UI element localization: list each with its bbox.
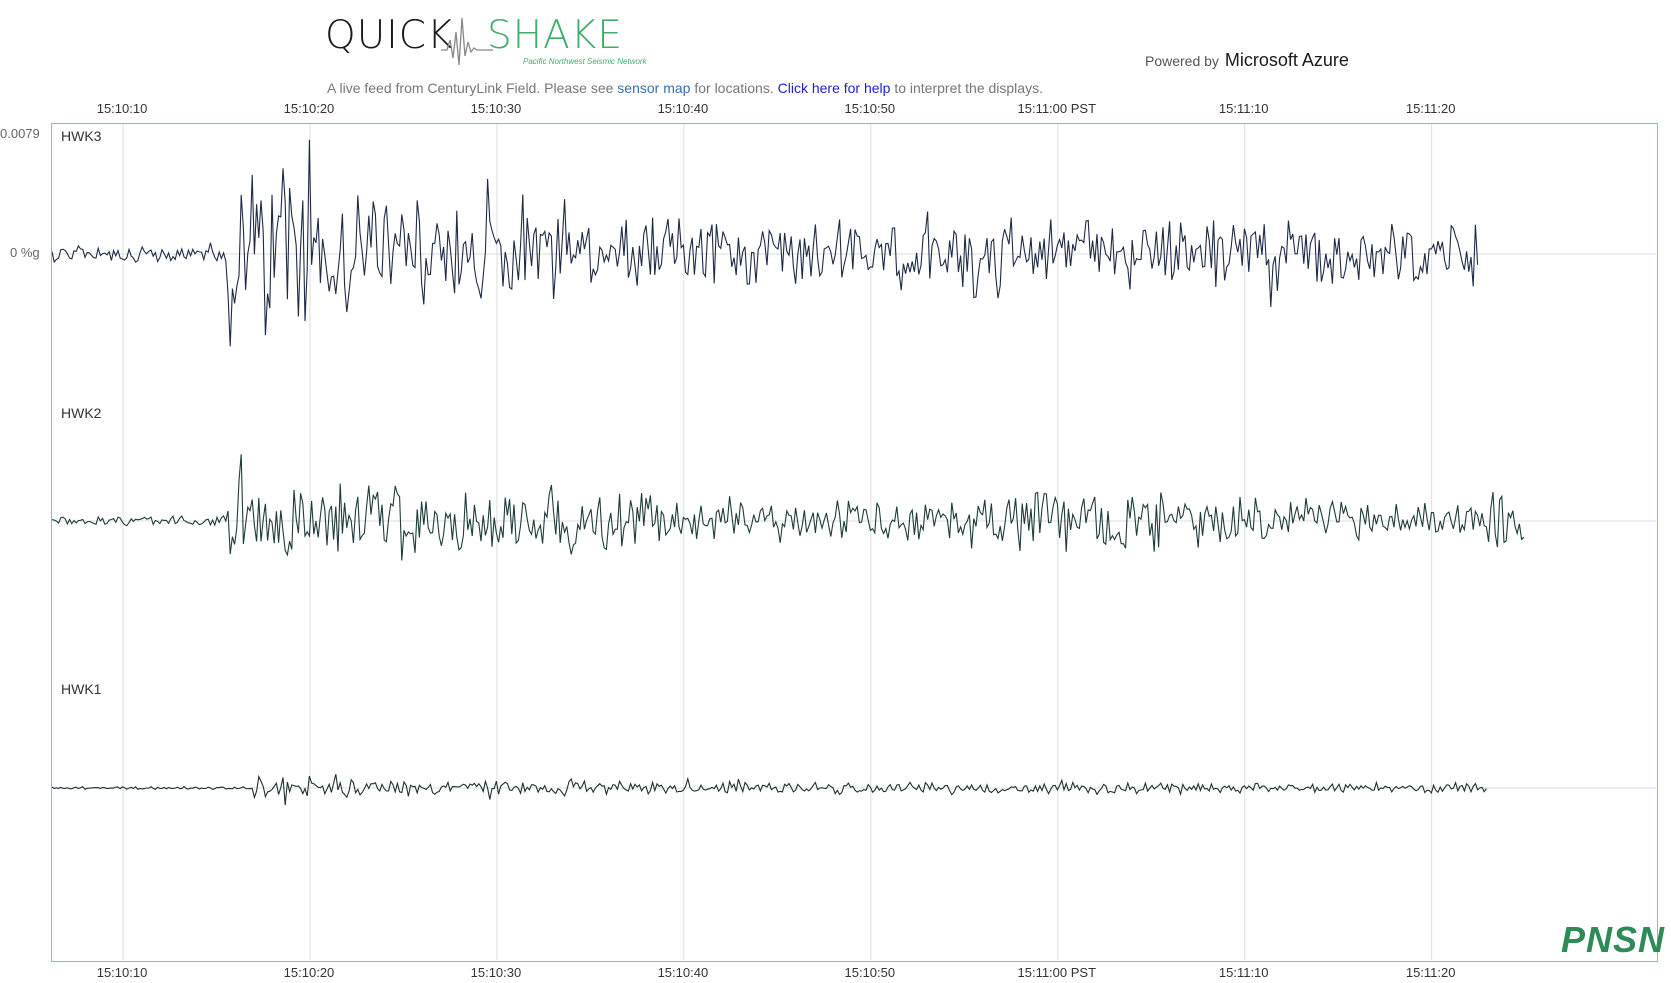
x-tick-label-top: 15:10:40 bbox=[657, 101, 709, 116]
feed-description: A live feed from CenturyLink Field. Plea… bbox=[0, 80, 1370, 96]
powered-by-prefix: Powered by bbox=[1145, 53, 1219, 69]
logo-subtitle: Pacific Northwest Seismic Network bbox=[523, 57, 647, 66]
trace-label-hwk3: HWK3 bbox=[61, 128, 102, 144]
description-before: A live feed from CenturyLink Field. Plea… bbox=[327, 80, 618, 96]
y-tick-zero: 0 %g bbox=[10, 245, 40, 260]
powered-by: Powered by Microsoft Azure bbox=[1145, 50, 1349, 71]
trace-line-hwk2 bbox=[52, 454, 1525, 561]
x-tick-label-bottom: 15:11:20 bbox=[1405, 965, 1456, 980]
x-tick-label-top: 15:11:10 bbox=[1218, 101, 1269, 116]
logo-quick-text: QUICK bbox=[325, 13, 454, 58]
description-after: to interpret the displays. bbox=[890, 80, 1043, 96]
seismograph-icon bbox=[441, 10, 493, 70]
trace-line-hwk3 bbox=[52, 139, 1479, 347]
trace-label-hwk1: HWK1 bbox=[61, 681, 102, 697]
seismogram-plot[interactable]: HWK3 HWK2 HWK1 PNSN bbox=[51, 123, 1664, 962]
logo-shake-text: SHAKE bbox=[487, 13, 623, 58]
x-tick-label-top: 15:10:20 bbox=[283, 101, 335, 116]
y-tick-max: 0.0079 bbox=[0, 126, 40, 141]
quickshake-logo[interactable]: QUICK SHAKE Pacific Northwest Seismic Ne… bbox=[325, 10, 655, 70]
x-tick-label-bottom: 15:11:10 bbox=[1218, 965, 1269, 980]
x-tick-label-top: 15:10:10 bbox=[96, 101, 148, 116]
x-tick-label-top: 15:10:50 bbox=[844, 101, 896, 116]
sensor-map-link[interactable]: sensor map bbox=[617, 80, 691, 96]
x-tick-label-top: 15:11:00 PST bbox=[1017, 101, 1097, 116]
microsoft-azure-brand[interactable]: Microsoft Azure bbox=[1224, 50, 1349, 70]
x-tick-label-top: 15:11:20 bbox=[1405, 101, 1456, 116]
x-tick-label-bottom: 15:10:30 bbox=[470, 965, 522, 980]
x-tick-label-bottom: 15:10:50 bbox=[844, 965, 896, 980]
seismogram-svg bbox=[52, 124, 1656, 960]
x-tick-label-bottom: 15:10:10 bbox=[96, 965, 148, 980]
trace-line-hwk1 bbox=[52, 774, 1487, 806]
x-tick-label-top: 15:10:30 bbox=[470, 101, 522, 116]
description-middle: for locations. bbox=[690, 80, 778, 96]
pnsn-watermark: PNSN bbox=[1561, 919, 1666, 960]
x-tick-label-bottom: 15:10:40 bbox=[657, 965, 709, 980]
x-tick-label-bottom: 15:11:00 PST bbox=[1017, 965, 1097, 980]
x-tick-label-bottom: 15:10:20 bbox=[283, 965, 335, 980]
trace-label-hwk2: HWK2 bbox=[61, 405, 102, 421]
help-link[interactable]: Click here for help bbox=[777, 80, 891, 96]
